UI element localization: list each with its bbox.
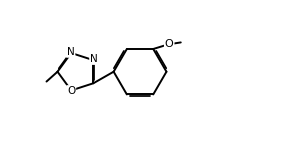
Text: N: N bbox=[67, 47, 74, 57]
Text: O: O bbox=[165, 39, 174, 49]
Text: N: N bbox=[90, 54, 98, 64]
Text: O: O bbox=[67, 86, 75, 96]
